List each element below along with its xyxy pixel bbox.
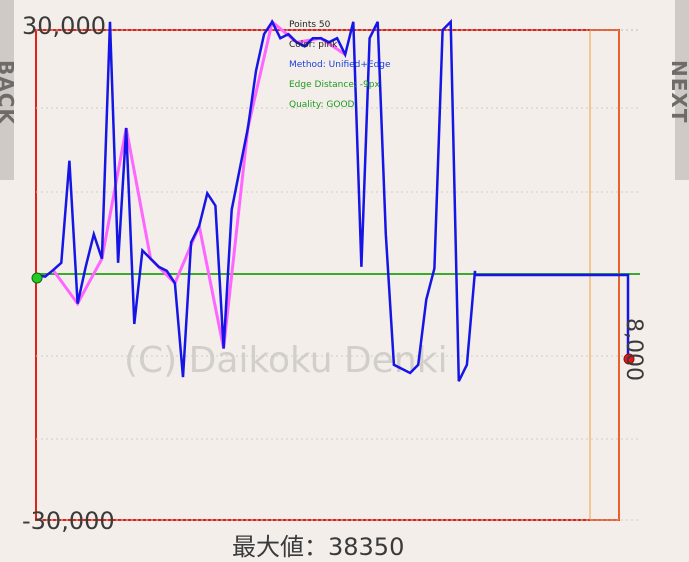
overlay-method: Method: Unified+Edge xyxy=(289,60,391,70)
overlay-edge-distance: Edge Distance: -9px xyxy=(289,80,380,90)
trace-line xyxy=(51,19,347,349)
graph-line xyxy=(36,18,630,382)
right-tick-label: 8,000 xyxy=(621,318,646,381)
y-tick-bottom: -30,000 xyxy=(22,507,115,535)
overlay-color: Color: pink xyxy=(289,40,338,50)
next-button[interactable]: NEXT xyxy=(667,0,689,180)
y-tick-top: 30,000 xyxy=(22,12,106,40)
overlay-quality: Quality: GOOD xyxy=(289,100,355,110)
overlay-points: Points 50 xyxy=(289,20,331,30)
max-value-label: 最大値：38350 xyxy=(232,533,405,561)
start-point xyxy=(31,272,43,284)
back-button[interactable]: BACK xyxy=(0,0,18,180)
end-point xyxy=(623,353,635,365)
